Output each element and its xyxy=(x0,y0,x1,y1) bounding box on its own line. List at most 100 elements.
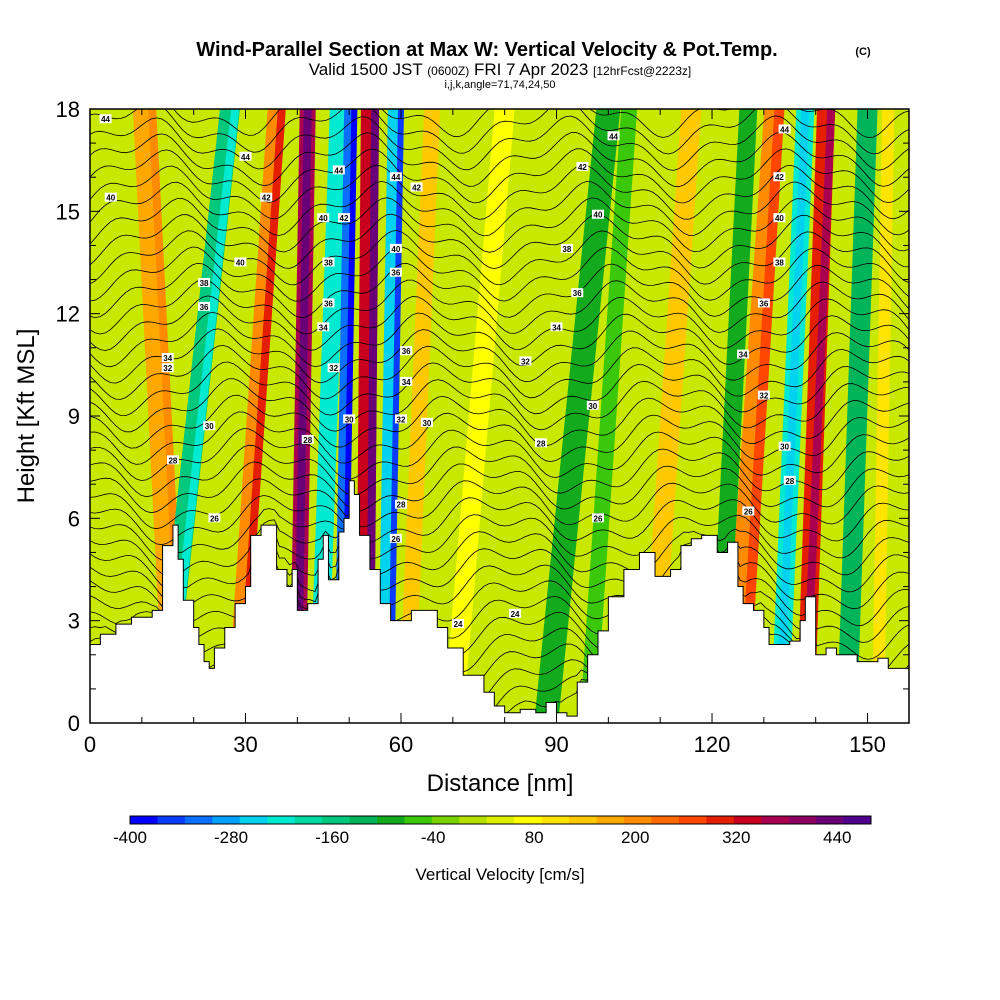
isentrope-line xyxy=(90,148,909,204)
colorbar-tick-label: -280 xyxy=(214,828,248,847)
chart-title: Wind-Parallel Section at Max W: Vertical… xyxy=(196,39,777,61)
velocity-band xyxy=(293,109,312,723)
colorbar-swatch xyxy=(184,816,213,824)
contour-label: 38 xyxy=(775,259,784,268)
y-tick-label: 12 xyxy=(56,302,80,327)
colorbar-swatch xyxy=(212,816,241,824)
contour-label: 34 xyxy=(319,323,328,332)
contour-label-bg xyxy=(327,363,340,373)
colorbar-swatch xyxy=(486,816,515,824)
contour-label: 42 xyxy=(340,214,349,223)
contour-label-bg xyxy=(773,213,786,223)
contour-label-bg xyxy=(519,356,532,366)
contour-label-bg xyxy=(560,243,573,253)
colorbar-swatch xyxy=(349,816,378,824)
velocity-band xyxy=(236,109,286,723)
valid-time: Valid 1500 JST xyxy=(309,60,423,79)
contour-label-bg xyxy=(773,172,786,182)
velocity-band xyxy=(442,109,515,723)
isentrope-line xyxy=(90,344,909,400)
colorbar-tick-label: 440 xyxy=(823,828,851,847)
contour-label-bg xyxy=(208,513,221,523)
contour-label: 28 xyxy=(537,439,546,448)
contour-label-bg xyxy=(317,213,330,223)
contour-label-bg xyxy=(389,172,402,182)
x-tick-label: 90 xyxy=(544,732,568,757)
colorbar-swatch xyxy=(678,816,707,824)
contour-label-bg xyxy=(322,257,335,267)
contour-label: 40 xyxy=(775,214,784,223)
contour-label: 38 xyxy=(200,279,209,288)
contour-label: 36 xyxy=(759,299,768,308)
contour-label: 38 xyxy=(324,259,333,268)
contour-label: 36 xyxy=(402,347,411,356)
isentrope-line xyxy=(90,197,909,253)
contour-label-bg xyxy=(757,390,770,400)
velocity-band xyxy=(579,109,638,723)
contour-label: 42 xyxy=(412,183,421,192)
contour-label-bg xyxy=(395,499,408,509)
contour-label: 30 xyxy=(588,402,597,411)
colorbar-swatch xyxy=(294,816,323,824)
y-tick-label: 3 xyxy=(68,609,80,634)
valid-date: FRI 7 Apr 2023 xyxy=(474,60,588,79)
isentrope-line xyxy=(90,180,909,237)
contour-label: 32 xyxy=(329,364,338,373)
contour-label: 34 xyxy=(552,323,561,332)
isentrope-line xyxy=(90,508,909,562)
contour-label: 44 xyxy=(101,115,110,124)
isentrope-line xyxy=(90,530,909,593)
contour-label: 42 xyxy=(775,173,784,182)
velocity-band xyxy=(836,109,878,723)
colorbar-tick-label: -160 xyxy=(315,828,349,847)
x-axis-label: Distance [nm] xyxy=(427,770,574,797)
colorbar-swatch xyxy=(706,816,735,824)
contour-label: 26 xyxy=(594,514,603,523)
colorbar-swatch xyxy=(761,816,790,824)
contour-label-bg xyxy=(198,277,211,287)
colorbar-swatch xyxy=(157,816,186,824)
contour-label-bg xyxy=(337,213,350,223)
contour-label-bg xyxy=(389,533,402,543)
contour-label-bg xyxy=(778,441,791,451)
contour-label: 42 xyxy=(262,194,271,203)
isentrope-line xyxy=(90,478,909,530)
contour-label: 40 xyxy=(106,194,115,203)
isentrope-line xyxy=(90,262,909,319)
copyright-mark: (C) xyxy=(855,46,871,58)
forecast-info: [12hrFcst@2223z] xyxy=(593,64,691,78)
contour-label: 24 xyxy=(511,610,520,619)
contour-label: 32 xyxy=(163,364,172,373)
utc-time: (0600Z) xyxy=(427,64,469,78)
isentrope-line xyxy=(90,328,909,384)
contour-label: 36 xyxy=(573,289,582,298)
y-tick-label: 0 xyxy=(68,711,80,736)
colorbar-swatch xyxy=(239,816,268,824)
contour-label-bg xyxy=(452,619,465,629)
isentrope-line xyxy=(90,279,909,335)
colorbar-label: Vertical Velocity [cm/s] xyxy=(415,865,584,884)
contour-label-bg xyxy=(783,475,796,485)
velocity-band xyxy=(801,109,836,723)
contour-label: 34 xyxy=(739,351,748,360)
x-tick-label: 150 xyxy=(849,732,886,757)
title-block: Wind-Parallel Section at Max W: Vertical… xyxy=(196,39,871,91)
contour-label-bg xyxy=(591,513,604,523)
y-axis-label: Height [Kft MSL] xyxy=(13,329,40,504)
isentrope-line xyxy=(90,131,909,188)
contour-label-bg xyxy=(166,455,179,465)
isentrope-line xyxy=(90,519,909,576)
contour-label: 26 xyxy=(210,514,219,523)
contour-label-bg xyxy=(389,243,402,253)
colorbar-tick-label: 80 xyxy=(525,828,544,847)
terrain-surface xyxy=(90,480,909,723)
contour-label: 40 xyxy=(594,211,603,220)
contour-label-bg xyxy=(778,124,791,134)
velocity-band xyxy=(775,109,810,723)
colorbar-swatch xyxy=(816,816,845,824)
colorbar-swatch xyxy=(130,816,158,824)
contour-label-bg xyxy=(773,257,786,267)
y-tick-label: 6 xyxy=(68,506,80,531)
y-tick-label: 9 xyxy=(68,404,80,429)
